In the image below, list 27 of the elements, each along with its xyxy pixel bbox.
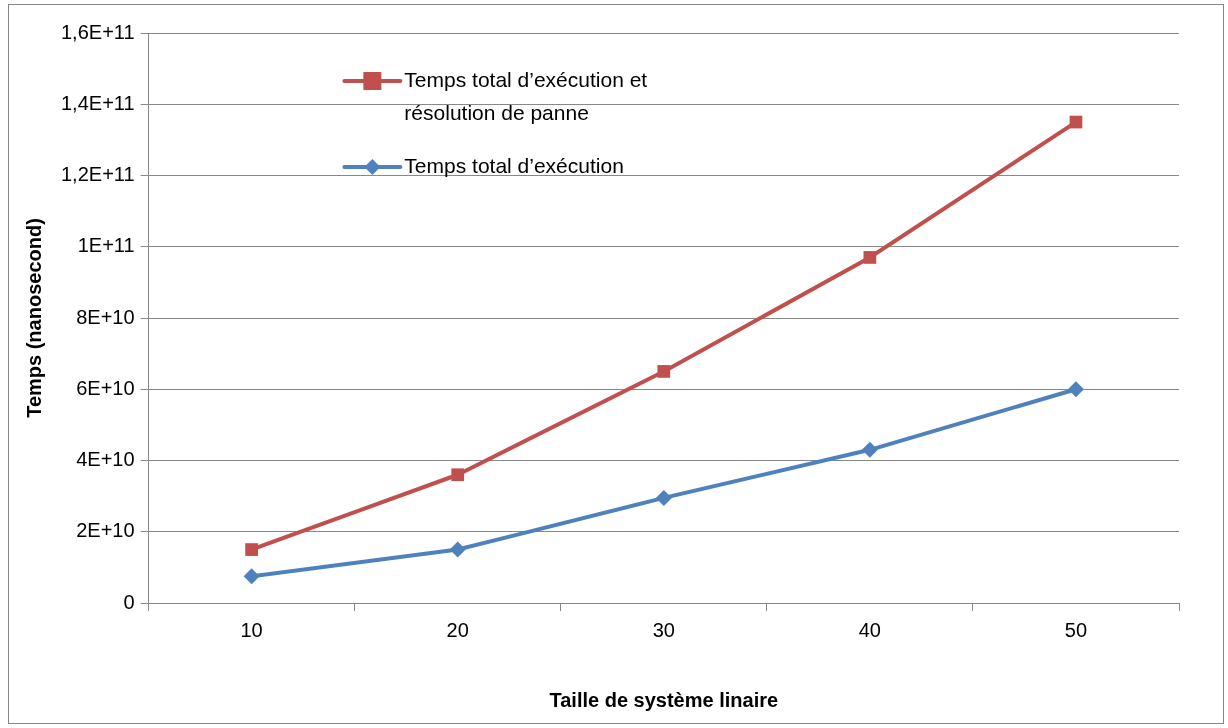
point xyxy=(243,568,260,585)
point xyxy=(449,541,466,558)
x-tick-label: 40 xyxy=(858,618,881,641)
x-tick-label: 30 xyxy=(652,618,675,641)
y-tick-label: 4E+10 xyxy=(76,448,135,471)
y-tick-label: 6E+10 xyxy=(76,376,135,399)
y-axis-title: Temps (nanosecond) xyxy=(22,218,45,418)
y-tick-label: 1E+11 xyxy=(77,234,135,257)
x-tick-label: 10 xyxy=(240,618,263,641)
point xyxy=(245,543,258,556)
x-tick-label: 50 xyxy=(1064,618,1088,641)
point xyxy=(1067,381,1084,398)
legend-label: Temps total d’exécution et résolution de panne xyxy=(404,67,648,124)
y-tick-label: 1,6E+11 xyxy=(60,20,135,43)
x-tick-label: 20 xyxy=(446,618,469,641)
point xyxy=(861,441,878,458)
y-tick-label: 1,4E+11 xyxy=(60,91,135,114)
y-tick-label: 2E+10 xyxy=(76,519,135,542)
legend-label: Temps total d’exécution xyxy=(404,153,624,177)
point xyxy=(863,251,877,264)
point xyxy=(655,489,672,506)
point xyxy=(657,365,671,378)
y-tick-label: 0 xyxy=(123,590,135,613)
x-axis-title: Taille de système linaire xyxy=(549,688,779,711)
point xyxy=(451,468,465,482)
y-tick-label: 8E+10 xyxy=(76,305,135,328)
y-tick-label: 1,2E+11 xyxy=(60,163,135,186)
